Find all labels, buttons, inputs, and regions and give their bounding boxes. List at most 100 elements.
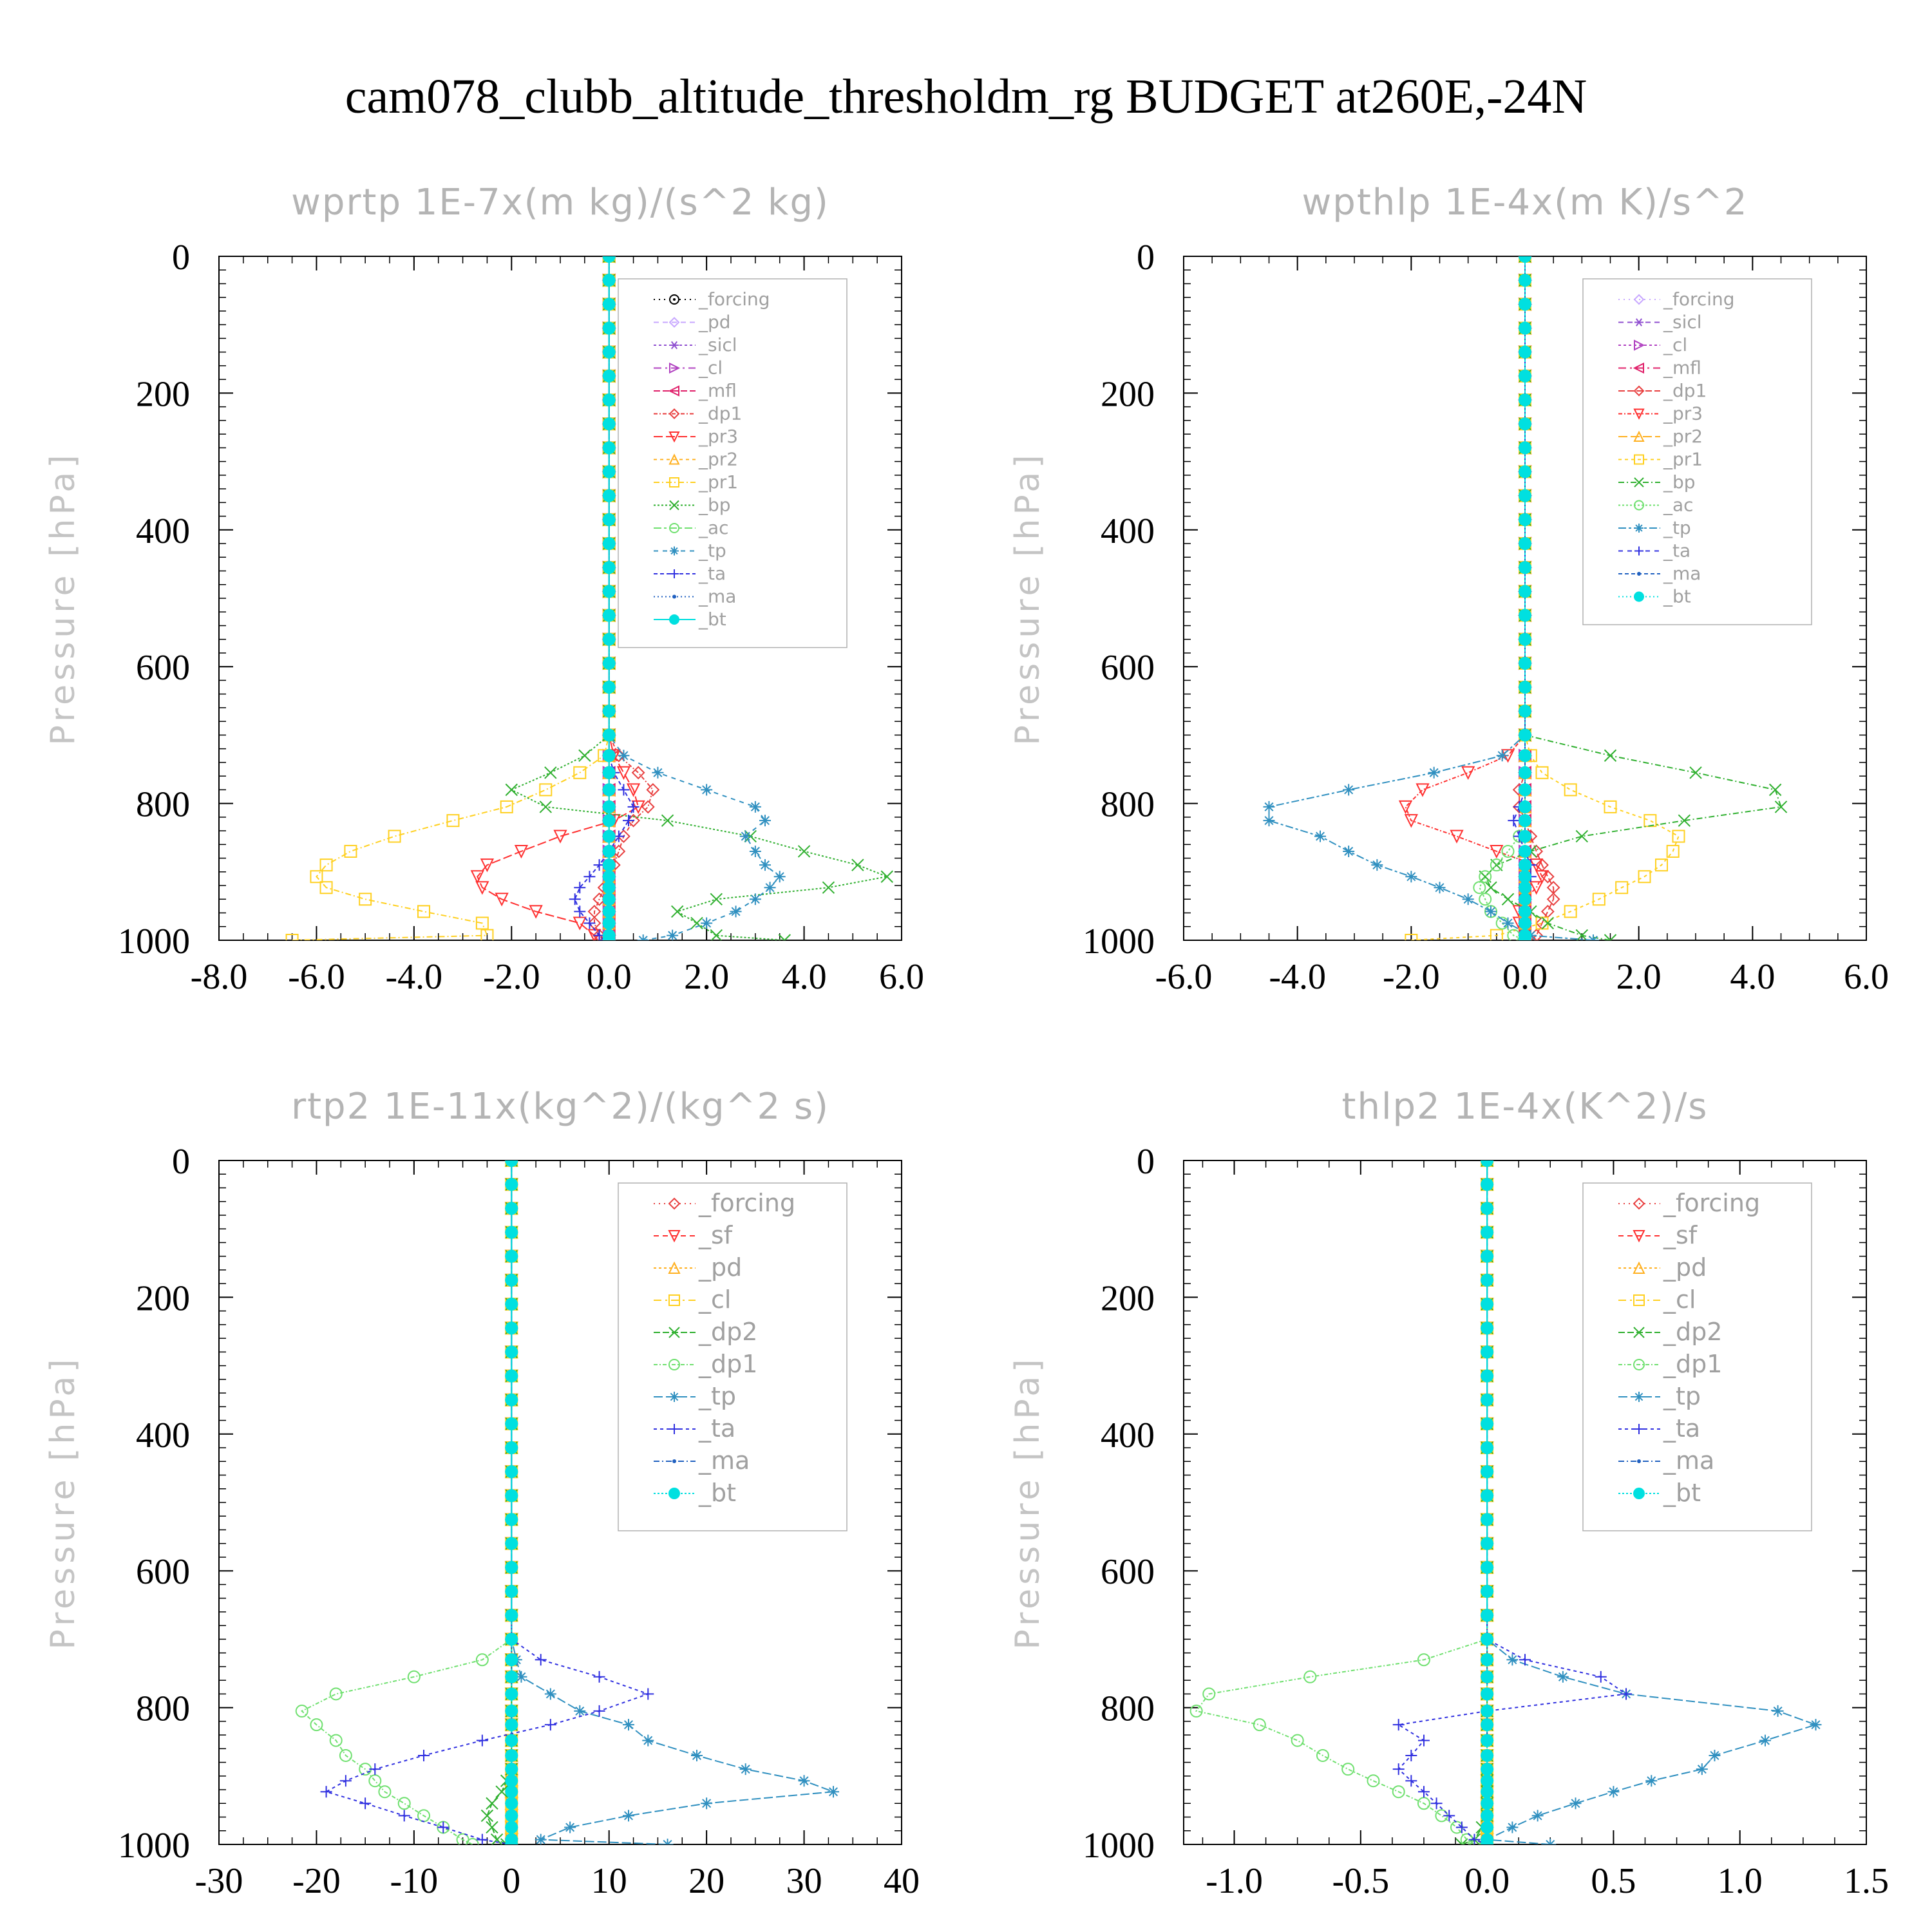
legend-label: _forcing <box>698 289 770 310</box>
data-point <box>626 783 641 797</box>
data-point <box>319 858 333 872</box>
data-point <box>1519 893 1531 906</box>
y-tick-label: 800 <box>1101 1689 1155 1729</box>
data-point <box>1519 814 1531 828</box>
panel-1: wprtp 1E-7x(m kg)/(s^2 kg) Pressure [hPa]… <box>44 182 924 997</box>
data-point <box>1519 369 1531 383</box>
legend-label: _sf <box>1663 1221 1698 1249</box>
y-tick-label: 0 <box>172 238 190 278</box>
legend-label: _mfl <box>1663 357 1701 379</box>
data-point <box>631 766 645 780</box>
x-tick-label: -2.0 <box>1383 957 1440 997</box>
data-point <box>329 1734 343 1747</box>
x-tick-label: 20 <box>688 1861 724 1901</box>
legend-label: _cl <box>698 1285 731 1314</box>
data-point <box>310 1718 323 1732</box>
data-point <box>544 1688 556 1700</box>
data-point <box>602 814 616 828</box>
data-point <box>602 893 616 906</box>
x-tick-label: 0.0 <box>587 957 632 997</box>
y-tick-label: 0 <box>1137 238 1155 278</box>
legend-entry: _pd <box>654 312 731 333</box>
y-tick-label: 600 <box>1101 1552 1155 1592</box>
x-tick-label: 4.0 <box>1730 957 1775 997</box>
data-point <box>539 800 552 813</box>
legend-label: _ta <box>1663 540 1690 562</box>
data-point <box>1405 1749 1417 1761</box>
data-point <box>602 274 616 287</box>
data-point <box>505 1609 518 1622</box>
legend-entry: _ta <box>1618 540 1690 562</box>
data-point <box>339 1775 352 1787</box>
data-point <box>505 1704 518 1718</box>
data-point <box>344 844 357 858</box>
data-point <box>369 1763 381 1776</box>
y-tick-label: 400 <box>1101 1416 1155 1455</box>
legend-label: _dp1 <box>1663 1350 1722 1378</box>
data-point <box>574 905 586 918</box>
data-point <box>505 1321 518 1335</box>
data-point <box>739 1763 752 1776</box>
data-point <box>1540 869 1555 884</box>
x-tick-label: -6.0 <box>288 957 345 997</box>
data-point <box>1481 1734 1494 1747</box>
data-point <box>1519 783 1531 797</box>
data-point <box>749 800 761 813</box>
data-point <box>505 1537 518 1550</box>
data-point <box>1417 1653 1430 1667</box>
y-tick-label: 600 <box>136 1552 190 1592</box>
data-point <box>1405 871 1417 883</box>
data-point <box>602 656 616 670</box>
data-point <box>1481 1821 1494 1834</box>
series-line <box>1268 256 1594 940</box>
data-point <box>602 844 616 858</box>
data-point <box>1263 815 1275 827</box>
legend: _forcing _sf _pd _cl _dp2 _dp1 _tp _ta _ma _bt <box>618 1182 848 1531</box>
data-point <box>505 1809 518 1823</box>
data-point <box>475 916 489 930</box>
data-point <box>1519 916 1531 930</box>
data-point <box>1672 829 1685 843</box>
legend-label: _ma <box>1663 1446 1714 1475</box>
legend-entry: _tp <box>654 540 726 562</box>
data-point <box>1481 1273 1494 1287</box>
data-point <box>798 1775 810 1787</box>
series-group <box>295 1160 839 1844</box>
data-point <box>1519 609 1531 622</box>
series-dp1 <box>295 1160 518 1844</box>
data-point <box>1519 766 1531 779</box>
data-point <box>602 345 616 359</box>
data-point <box>515 1671 527 1683</box>
data-point <box>1564 783 1577 797</box>
data-point <box>1607 1786 1620 1798</box>
data-point <box>1392 1763 1405 1776</box>
legend-label: _pr1 <box>1663 449 1703 470</box>
data-point <box>1530 881 1544 895</box>
data-point <box>822 881 835 894</box>
data-point <box>1696 1763 1708 1776</box>
data-point <box>505 1670 518 1683</box>
data-point <box>446 814 460 828</box>
y-tick-label: 1000 <box>118 922 190 961</box>
legend-label: _dp2 <box>698 1318 757 1346</box>
data-point <box>851 858 864 871</box>
data-point <box>602 800 616 813</box>
data-point <box>880 870 893 883</box>
data-point <box>1202 1687 1216 1701</box>
data-point <box>505 1202 518 1215</box>
data-point <box>437 1821 450 1833</box>
y-tick-label: 400 <box>136 1416 190 1455</box>
data-point <box>1481 1537 1494 1550</box>
data-point <box>470 870 484 884</box>
data-point <box>1481 1441 1494 1455</box>
data-point <box>1519 393 1531 407</box>
data-point <box>1343 845 1355 857</box>
data-point <box>505 1178 518 1191</box>
x-tick-label: -8.0 <box>191 957 248 997</box>
data-point <box>1564 905 1577 918</box>
data-point <box>505 1249 518 1263</box>
data-point <box>495 893 509 907</box>
legend-box <box>1582 278 1812 625</box>
data-point <box>1316 1748 1329 1762</box>
